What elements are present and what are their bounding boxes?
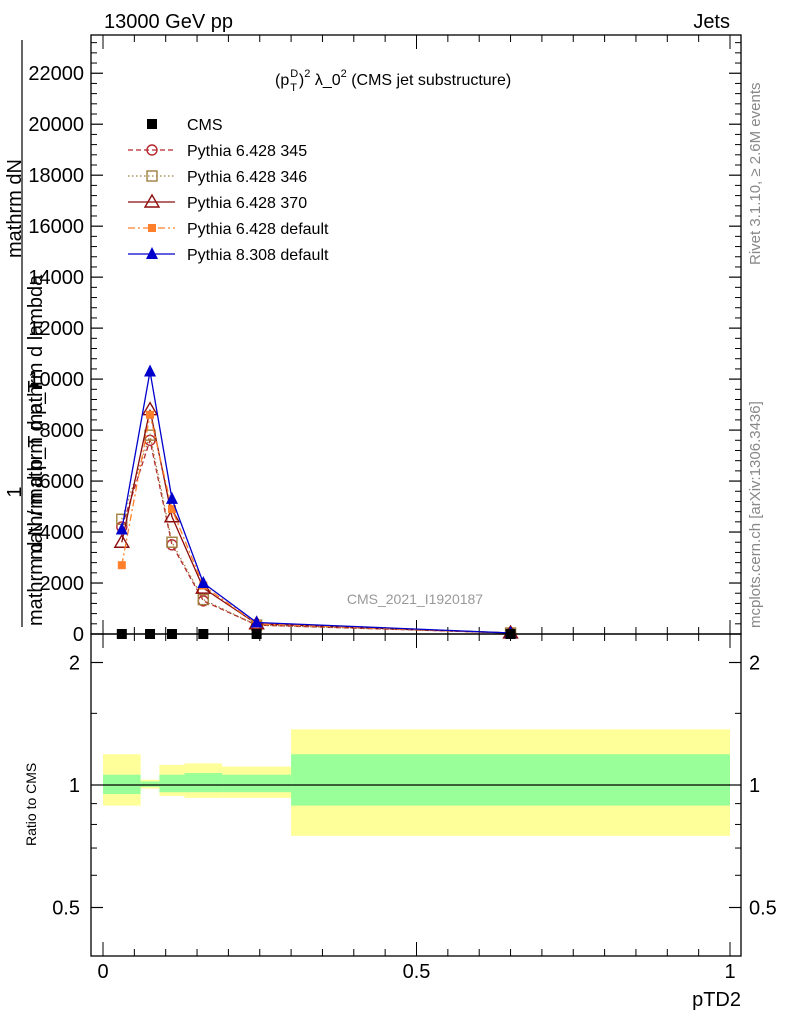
data-point-py6_default <box>117 561 126 570</box>
legend-label-py6_370: Pythia 6.428 370 <box>187 195 307 212</box>
main-y-tick-label: 2000 <box>40 573 85 595</box>
main-y-tick-label: 22000 <box>28 63 84 85</box>
main-y-tick-label: 8000 <box>40 420 85 442</box>
ratio-inner-band <box>140 781 160 787</box>
data-point-py6_default <box>167 505 176 514</box>
ylabel-dn: mathrm dN <box>4 159 26 258</box>
ratio-bands <box>103 729 730 836</box>
ratio-y-tick-label: 2 <box>69 653 80 675</box>
data-point-py6_346 <box>197 593 210 606</box>
x-tick-label: 0.5 <box>403 961 431 983</box>
ratio-inner-band <box>103 774 141 795</box>
chart-title: (pD T)2 λ_02 (CMS jet substructure) <box>275 68 511 94</box>
legend-label-py6_345: Pythia 6.428 345 <box>187 143 307 160</box>
ylabel-fraction-bottom: mathrm d N / mathrm d p_T <box>25 380 47 626</box>
main-y-tick-label: 0 <box>73 624 84 646</box>
ratio-y-tick-label-right: 0.5 <box>749 897 777 919</box>
main-y-axis: 0 2000 4000 6000 8000 10000 12000 14000 16000 180… <box>28 42 741 646</box>
data-point-py8_default <box>197 576 210 589</box>
series-line-py8_default <box>121 371 511 634</box>
data-point-py8_default <box>115 522 128 535</box>
x-tick-label: 1 <box>724 961 735 983</box>
data-point-py6_370 <box>163 508 181 523</box>
ratio-inner-band <box>159 774 185 793</box>
ratio-y-axis-label: Ratio to CMS <box>23 763 39 846</box>
ratio-axes: 0.5 0.5 1 1 2 2 0 0.5 1 <box>52 634 777 983</box>
ratio-inner-band <box>184 773 223 793</box>
main-y-tick-label: 6000 <box>40 471 85 493</box>
legend-marker-py6_370 <box>143 193 161 208</box>
legend-marker-cms <box>147 119 157 129</box>
main-y-tick-label: 18000 <box>28 165 84 187</box>
legend: CMS Pythia 6.428 345 Pythia 6.428 346 Pythi… <box>128 117 329 264</box>
data-point-py8_default <box>165 491 178 504</box>
ratio-y-tick-label-right: 2 <box>749 653 760 675</box>
series-line-py6_346 <box>121 432 511 634</box>
ratio-y-tick-label-right: 1 <box>749 775 760 797</box>
series-line-py6_default <box>121 414 511 634</box>
data-point-py8_default <box>144 364 157 377</box>
main-y-tick-label: 10000 <box>28 369 84 391</box>
legend-label-py6_346: Pythia 6.428 346 <box>187 169 307 186</box>
x-axis-label: pTD2 <box>692 989 741 1011</box>
main-y-tick-label: 4000 <box>40 522 85 544</box>
ratio-y-tick-label: 1 <box>69 775 80 797</box>
data-point-py8_default <box>250 615 263 628</box>
mcplots-label: mcplots.cern.ch [arXiv:1306.3436] <box>747 401 764 628</box>
rivet-version-label: Rivet 3.1.10, ≥ 2.6M events <box>747 83 764 266</box>
data-point-py6_370 <box>113 533 131 548</box>
header-collision-label: 13000 GeV pp <box>104 11 233 33</box>
analysis-watermark: CMS_2021_I1920187 <box>347 591 483 607</box>
legend-label-cms: CMS <box>187 117 223 134</box>
legend-marker-py8_default <box>146 247 158 259</box>
ylabel-numerator-one: 1 <box>4 486 26 497</box>
main-y-tick-label: 16000 <box>28 216 84 238</box>
x-tick-label: 0 <box>97 961 108 983</box>
main-y-tick-label: 20000 <box>28 114 84 136</box>
header-category-label: Jets <box>693 11 730 33</box>
main-y-tick-label: 12000 <box>28 318 84 340</box>
legend-label-py6_default: Pythia 6.428 default <box>187 221 329 238</box>
ratio-inner-band <box>291 754 730 806</box>
main-y-axis-label: 1 mathrm d N / mathrm d p_T mathrm dN ma… <box>4 40 47 627</box>
main-y-tick-label: 14000 <box>28 267 84 289</box>
legend-marker-py6_346 <box>146 170 158 182</box>
legend-marker-py6_default <box>148 224 156 232</box>
legend-marker-py6_345 <box>146 144 158 156</box>
data-point-py6_346 <box>166 536 178 548</box>
ratio-inner-band <box>222 774 292 793</box>
ratio-y-tick-label: 0.5 <box>52 897 80 919</box>
ylabel-dpt-dlambda: mathrm d p_T mathrm d lambda <box>25 274 47 560</box>
data-point-py6_default <box>146 410 155 419</box>
legend-label-py8_default: Pythia 8.308 default <box>187 247 329 264</box>
